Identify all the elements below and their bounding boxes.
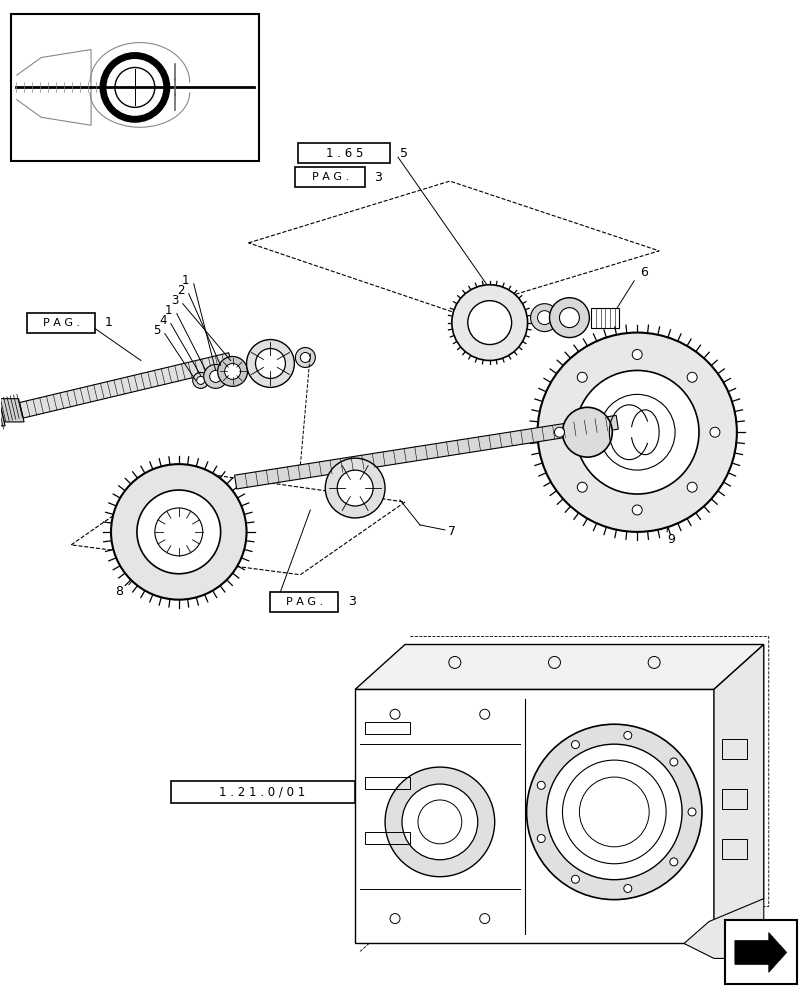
Circle shape (632, 505, 642, 515)
Bar (170, 781, 354, 803)
Polygon shape (713, 645, 763, 943)
Circle shape (401, 784, 477, 860)
Bar (270, 592, 338, 612)
Circle shape (686, 482, 697, 492)
Text: 5: 5 (153, 324, 161, 337)
Bar (365, 832, 410, 844)
Bar (11, 14, 258, 161)
Circle shape (686, 372, 697, 382)
Circle shape (467, 301, 511, 345)
Bar (28, 313, 95, 333)
Circle shape (549, 298, 589, 338)
Polygon shape (734, 933, 786, 972)
Circle shape (632, 350, 642, 359)
Circle shape (451, 285, 527, 360)
Circle shape (325, 458, 384, 518)
Circle shape (192, 372, 208, 388)
Circle shape (209, 370, 221, 382)
Text: 6: 6 (639, 266, 647, 279)
Text: 1 . 6 5: 1 . 6 5 (325, 147, 363, 160)
Text: 7: 7 (448, 525, 455, 538)
Circle shape (337, 470, 372, 506)
Circle shape (577, 372, 586, 382)
Circle shape (204, 364, 227, 388)
Text: 5: 5 (400, 147, 407, 160)
Circle shape (225, 363, 240, 379)
Circle shape (384, 767, 494, 877)
Bar (365, 777, 410, 789)
Text: 1: 1 (105, 316, 113, 329)
Text: P A G .: P A G . (311, 172, 349, 182)
Text: 1: 1 (182, 274, 189, 287)
Bar (721, 739, 746, 759)
Circle shape (295, 348, 315, 367)
Circle shape (687, 808, 695, 816)
Circle shape (247, 340, 294, 387)
Text: 3: 3 (171, 294, 178, 307)
Text: 3: 3 (348, 595, 356, 608)
Circle shape (575, 370, 698, 494)
Polygon shape (354, 645, 763, 689)
Bar (590, 308, 619, 328)
Circle shape (300, 353, 310, 362)
Polygon shape (0, 395, 5, 426)
Polygon shape (683, 899, 763, 958)
Circle shape (537, 835, 544, 843)
Text: P A G .: P A G . (285, 597, 323, 607)
Circle shape (562, 407, 611, 457)
Circle shape (530, 304, 558, 332)
Text: 9: 9 (667, 533, 674, 546)
Circle shape (537, 311, 551, 325)
Text: 8: 8 (115, 585, 122, 598)
Bar (295, 167, 365, 187)
Bar (724, 920, 796, 984)
Circle shape (571, 741, 579, 749)
Circle shape (623, 884, 631, 892)
Circle shape (255, 349, 285, 378)
Text: 1 . 2 1 . 0 / 0 1: 1 . 2 1 . 0 / 0 1 (219, 785, 305, 798)
Circle shape (669, 858, 677, 866)
Circle shape (111, 464, 247, 600)
Circle shape (669, 758, 677, 766)
Polygon shape (234, 415, 618, 489)
Bar (298, 143, 389, 163)
Circle shape (537, 781, 544, 789)
Text: 4: 4 (159, 314, 166, 327)
Circle shape (554, 427, 564, 437)
Text: 2: 2 (177, 284, 184, 297)
Circle shape (546, 744, 681, 880)
Circle shape (571, 875, 579, 883)
Bar (354, 689, 713, 943)
Circle shape (137, 490, 221, 574)
Text: 3: 3 (374, 171, 381, 184)
Bar (721, 789, 746, 809)
Text: 1: 1 (165, 304, 173, 317)
Circle shape (526, 724, 702, 900)
Polygon shape (19, 353, 232, 418)
Circle shape (623, 731, 631, 739)
Circle shape (709, 427, 719, 437)
Text: P A G .: P A G . (42, 318, 79, 328)
Circle shape (577, 482, 586, 492)
Circle shape (217, 356, 247, 386)
Bar (365, 722, 410, 734)
Circle shape (559, 308, 579, 328)
Circle shape (196, 376, 204, 384)
Bar (721, 839, 746, 859)
Polygon shape (0, 399, 24, 422)
Circle shape (537, 333, 736, 532)
